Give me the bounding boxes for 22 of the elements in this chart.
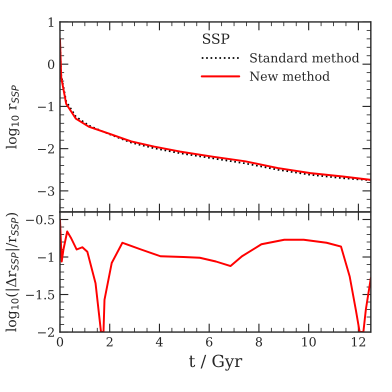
x-tick-label: 6: [206, 337, 212, 347]
x-tick-label: 10: [302, 337, 316, 347]
y-tick-label: −3: [38, 186, 54, 196]
x-tick-label: 4: [156, 337, 163, 346]
y-axis-title: log$_{10}$ r$_{SSP}$: [6, 85, 20, 149]
y-tick-label: −1: [38, 102, 54, 112]
y-tick-label: −2: [38, 144, 54, 154]
x-axis-title: t / Gyr: [189, 354, 242, 371]
y-tick-label: 1: [48, 17, 54, 27]
y-tick-label: −0.5: [26, 214, 54, 224]
y-axis-title: log$_{10}$(|Δr$_{SSP}$|/r$_{SSP}$): [6, 213, 20, 332]
x-tick-label: 8: [256, 337, 262, 347]
x-tick-label: 0: [56, 337, 64, 347]
y-tick-label: −1: [38, 252, 54, 262]
y-tick-label: −2: [38, 327, 54, 337]
x-tick-label: 12: [352, 337, 366, 346]
legend-label: New method: [250, 71, 330, 81]
y-tick-label: −1.5: [26, 290, 54, 300]
y-tick-label: 0: [48, 60, 54, 70]
x-tick-label: 2: [106, 337, 112, 346]
legend-title: SSP: [202, 33, 230, 44]
legend-label: Standard method: [250, 52, 360, 63]
